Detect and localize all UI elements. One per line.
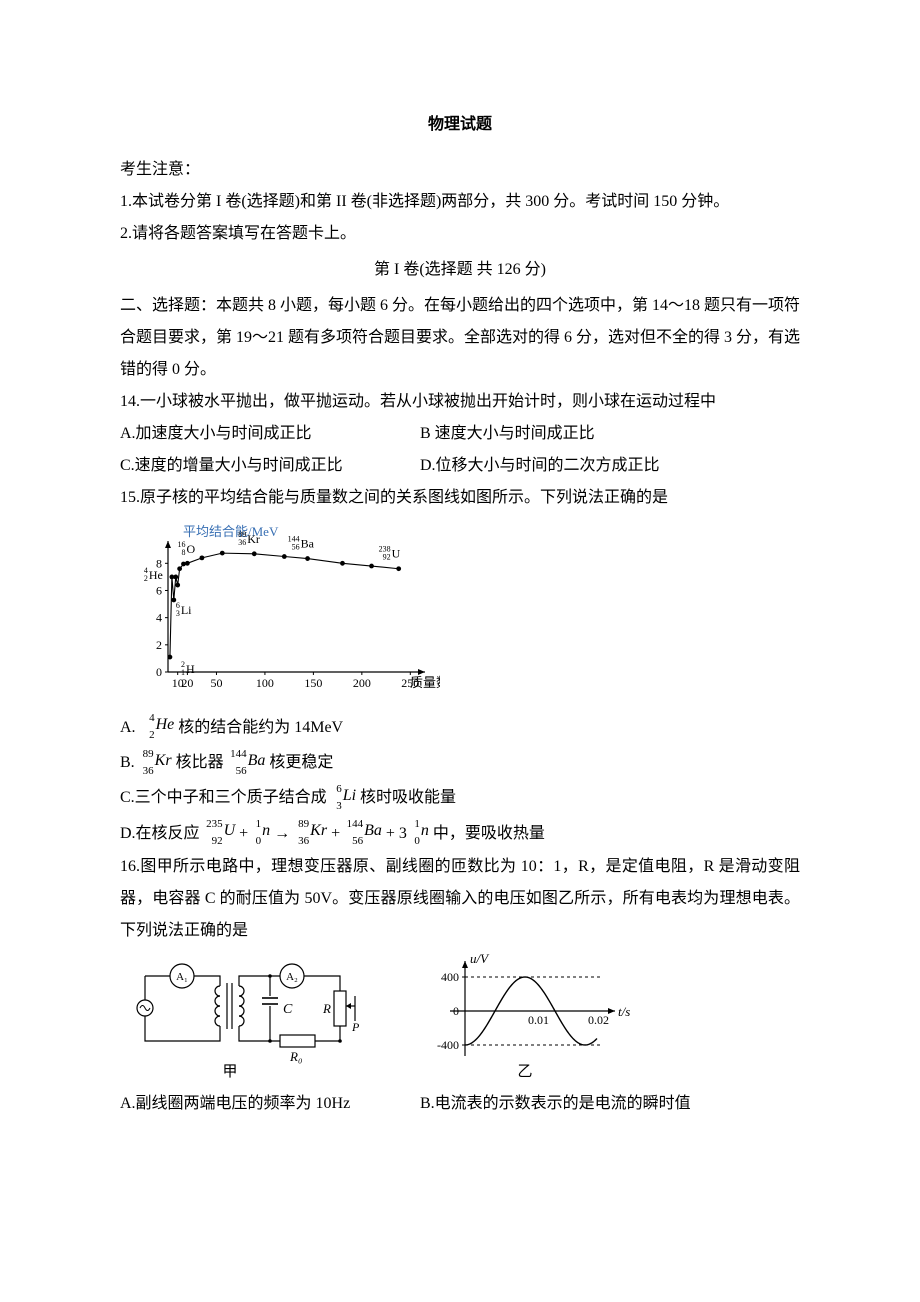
q14-stem: 14.一小球被水平抛出，做平抛运动。若从小球被抛出开始计时，则小球在运动过程中 — [120, 386, 800, 418]
svg-text:0.02: 0.02 — [588, 1013, 609, 1027]
q15-d-arrow: → — [274, 825, 294, 842]
svg-text:u/V: u/V — [470, 951, 490, 966]
q15-a-prefix: A. — [120, 719, 136, 736]
q15-d-prefix: D.在核反应 — [120, 825, 200, 842]
svg-text:20: 20 — [181, 676, 193, 690]
q15-b-prefix: B. — [120, 754, 135, 771]
exam-page: 物理试题 考生注意： 1.本试卷分第 I 卷(选择题)和第 II 卷(非选择题)… — [0, 0, 920, 1302]
svg-text:8: 8 — [182, 548, 186, 557]
q15-b-suffix: 核更稳定 — [269, 754, 333, 771]
isotope-kr89: 89 36 Kr — [155, 753, 172, 773]
svg-text:2: 2 — [156, 638, 162, 652]
q16-wave-diagram: u/V t/s -400 0 400 0.01 0.02 乙 — [410, 951, 640, 1086]
q16-option-a: A.副线圈两端电压的频率为 10Hz — [120, 1088, 420, 1120]
svg-text:3: 3 — [176, 609, 180, 618]
page-title: 物理试题 — [120, 110, 800, 134]
svg-text:0: 0 — [156, 665, 162, 679]
svg-text:O: O — [187, 542, 196, 556]
q15-option-c: C.三个中子和三个质子结合成 6 3 Li 核时吸收能量 — [120, 780, 800, 815]
q15-option-b: B. 89 36 Kr 核比器 144 56 Ba 核更稳定 — [120, 745, 800, 780]
svg-text:100: 100 — [256, 676, 274, 690]
isotope-u235: 235 92 U — [224, 823, 236, 843]
isotope-n1-a: 1 0 n — [262, 823, 270, 843]
svg-text:R: R — [322, 1001, 331, 1016]
q16-stem: 16.图甲所示电路中，理想变压器原、副线圈的匝数比为 10：1，R，是定值电阻，… — [120, 851, 800, 947]
q15-binding-energy-chart: 02468102050100150200250平均结合能/MeV质量数21H42… — [130, 522, 800, 702]
svg-text:He: He — [149, 568, 163, 582]
notice-line-2: 2.请将各题答案填写在答题卡上。 — [120, 218, 800, 250]
q16-circuit-diagram: A₁ A₂ R P R₀ C 甲 — [130, 951, 360, 1086]
svg-text:200: 200 — [353, 676, 371, 690]
svg-text:-400: -400 — [437, 1038, 459, 1052]
q15-a-suffix: 核的结合能约为 14MeV — [178, 719, 343, 736]
q16-row-ab: A.副线圈两端电压的频率为 10Hz B.电流表的示数表示的是电流的瞬时值 — [120, 1088, 800, 1120]
svg-text:56: 56 — [292, 543, 300, 552]
svg-text:质量数: 质量数 — [410, 675, 440, 690]
svg-text:400: 400 — [441, 970, 459, 984]
isotope-n1-b: 1 0 n — [421, 823, 429, 843]
svg-text:6: 6 — [156, 583, 162, 597]
svg-text:150: 150 — [304, 676, 322, 690]
notice-header: 考生注意： — [120, 154, 800, 186]
section-2-intro: 二、选择题：本题共 8 小题，每小题 6 分。在每小题给出的四个选项中，第 14… — [120, 290, 800, 386]
svg-text:Ba: Ba — [301, 537, 315, 551]
svg-text:U: U — [392, 547, 401, 561]
q16-diagrams: A₁ A₂ R P R₀ C 甲 u/V t/s -400 0 400 0.01 0.02 乙 — [130, 951, 800, 1086]
svg-text:92: 92 — [383, 553, 391, 562]
q14-row-cd: C.速度的增量大小与时间成正比 D.位移大小与时间的二次方成正比 — [120, 450, 800, 482]
q15-d-plus2: + — [331, 825, 344, 842]
q14-option-b: B 速度大小与时间成正比 — [420, 418, 800, 450]
svg-text:平均结合能/MeV: 平均结合能/MeV — [183, 524, 279, 539]
svg-text:50: 50 — [210, 676, 222, 690]
q15-d-plus1: + — [239, 825, 252, 842]
q16-option-b: B.电流表的示数表示的是电流的瞬时值 — [420, 1088, 800, 1120]
svg-text:1: 1 — [181, 668, 185, 677]
svg-text:36: 36 — [238, 538, 246, 547]
svg-text:4: 4 — [156, 611, 162, 625]
q14-option-c: C.速度的增量大小与时间成正比 — [120, 450, 420, 482]
q15-d-plus3: + 3 — [386, 825, 407, 842]
svg-text:甲: 甲 — [222, 1064, 237, 1080]
isotope-he4: 4 2 He — [156, 717, 175, 737]
q15-d-suffix: 中，要吸收热量 — [433, 825, 545, 842]
svg-text:C: C — [283, 1002, 293, 1017]
svg-text:R₀: R₀ — [289, 1049, 302, 1064]
svg-text:0: 0 — [453, 1004, 459, 1018]
svg-text:t/s: t/s — [618, 1004, 630, 1019]
svg-text:A₁: A₁ — [176, 971, 188, 983]
q15-stem: 15.原子核的平均结合能与质量数之间的关系图线如图所示。下列说法正确的是 — [120, 482, 800, 514]
q15-option-a: A. 4 2 He 核的结合能约为 14MeV — [120, 710, 800, 745]
isotope-kr89-b: 89 36 Kr — [310, 823, 327, 843]
svg-text:Kr: Kr — [247, 532, 260, 546]
q15-b-mid: 核比器 — [176, 754, 224, 771]
q14-option-d: D.位移大小与时间的二次方成正比 — [420, 450, 800, 482]
isotope-ba144-b: 144 56 Ba — [364, 823, 382, 843]
svg-text:P: P — [351, 1020, 360, 1034]
notice-line-1: 1.本试卷分第 I 卷(选择题)和第 II 卷(非选择题)两部分，共 300 分… — [120, 186, 800, 218]
q14-row-ab: A.加速度大小与时间成正比 B 速度大小与时间成正比 — [120, 418, 800, 450]
svg-text:A₂: A₂ — [286, 971, 298, 983]
svg-text:2: 2 — [144, 574, 148, 583]
svg-text:乙: 乙 — [517, 1064, 532, 1080]
q15-c-suffix: 核时吸收能量 — [360, 789, 456, 806]
section-1-header: 第 I 卷(选择题 共 126 分) — [120, 254, 800, 286]
isotope-li6: 6 3 Li — [343, 788, 356, 808]
svg-text:0.01: 0.01 — [528, 1013, 549, 1027]
isotope-ba144: 144 56 Ba — [248, 753, 266, 773]
q15-c-prefix: C.三个中子和三个质子结合成 — [120, 789, 327, 806]
svg-text:H: H — [186, 662, 195, 676]
svg-text:Li: Li — [181, 603, 192, 617]
q14-option-a: A.加速度大小与时间成正比 — [120, 418, 420, 450]
q15-option-d: D.在核反应 235 92 U + 1 0 n → 89 36 Kr + 144… — [120, 816, 800, 851]
